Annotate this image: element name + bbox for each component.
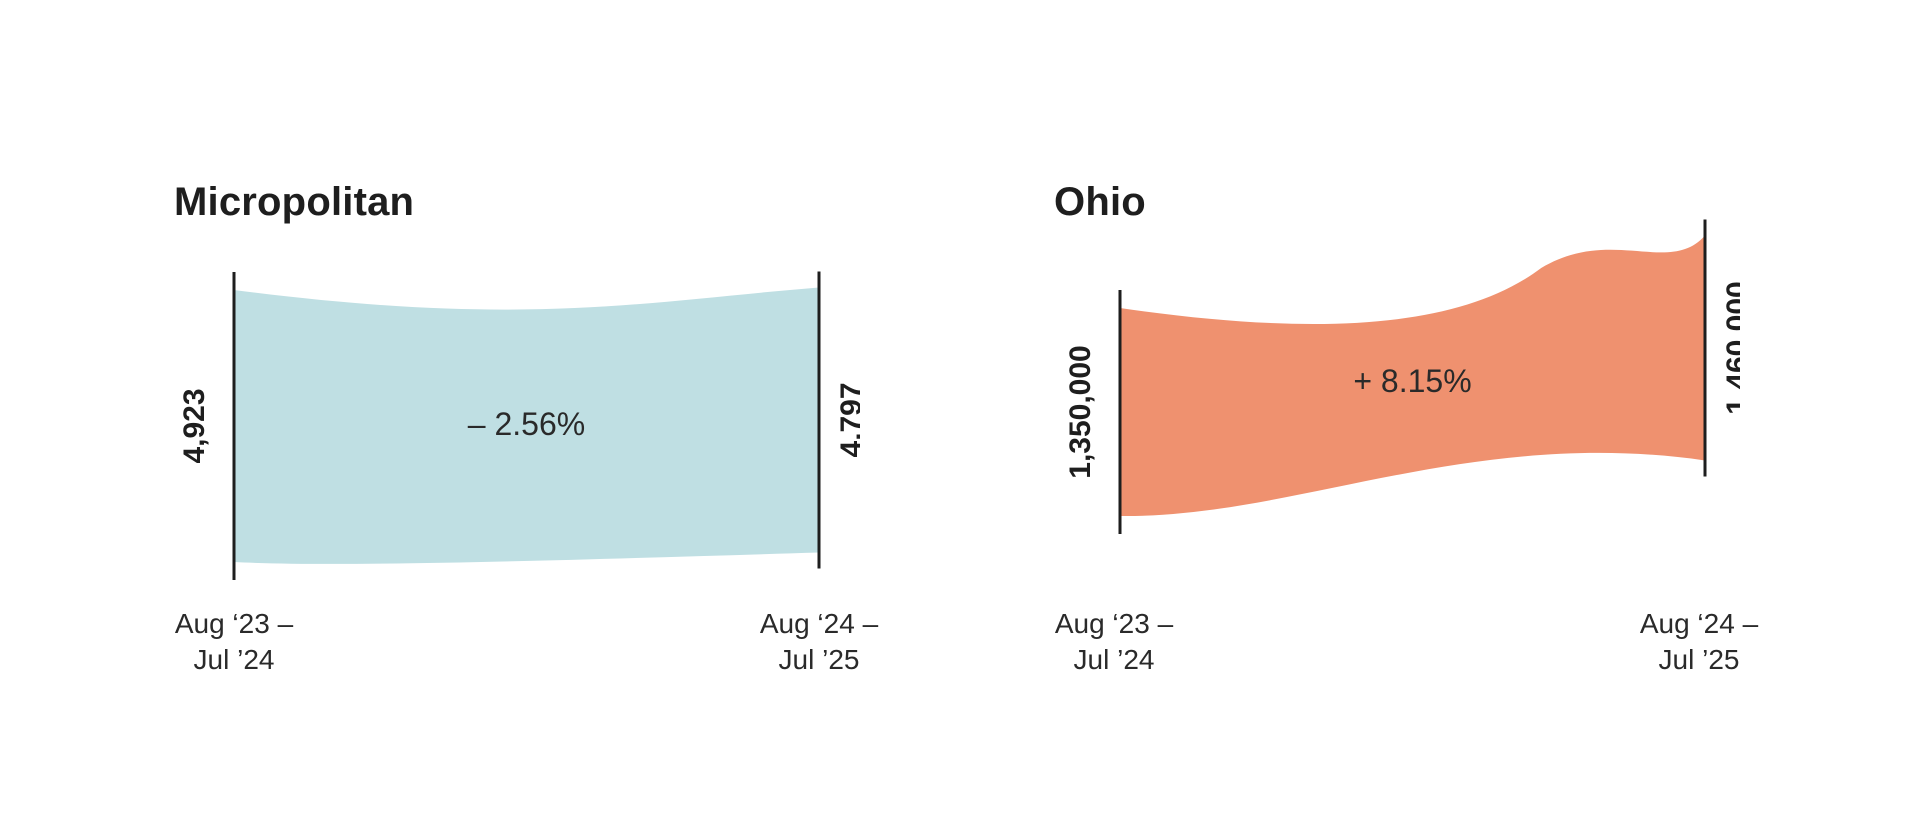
start-period-line-2: Jul ’24 xyxy=(1073,644,1155,675)
flow-band xyxy=(1120,235,1705,517)
start-period-line-2: Jul ’24 xyxy=(193,644,275,675)
end-value-label: 1,460,000 xyxy=(1721,281,1740,414)
end-period-line-1: Aug ‘24 – xyxy=(1639,608,1759,639)
start-period-label: Aug ‘23 – Jul ’24 xyxy=(1004,606,1224,678)
flow-band xyxy=(234,287,819,564)
end-period-label: Aug ‘24 – Jul ’25 xyxy=(1589,606,1809,678)
change-label: + 8.15% xyxy=(1353,363,1471,399)
ohio-panel: Ohio 1,350,000 1,460,000 + 8.15% Aug ‘23… xyxy=(880,0,1758,840)
end-value-label: 4,797 xyxy=(835,382,860,457)
start-value-label: 1,350,000 xyxy=(1064,345,1097,478)
panel-title: Micropolitan xyxy=(174,180,415,224)
start-period-line-1: Aug ‘23 – xyxy=(1054,608,1174,639)
panel-title: Ohio xyxy=(1054,180,1146,224)
start-period-line-1: Aug ‘23 – xyxy=(174,608,294,639)
change-label: – 2.56% xyxy=(468,406,585,442)
start-period-label: Aug ‘23 – Jul ’24 xyxy=(124,606,344,678)
ohio-flow-chart: 1,350,000 1,460,000 + 8.15% xyxy=(1064,219,1740,534)
end-period-label: Aug ‘24 – Jul ’25 xyxy=(709,606,929,678)
micropolitan-flow-chart: 4,923 4,797 – 2.56% xyxy=(178,271,860,580)
start-value-label: 4,923 xyxy=(178,388,211,463)
end-period-line-2: Jul ’25 xyxy=(1658,644,1740,675)
end-period-line-1: Aug ‘24 – xyxy=(759,608,879,639)
micropolitan-panel: Micropolitan 4,923 4,797 – 2.56% Aug ‘23… xyxy=(0,0,878,840)
end-period-line-2: Jul ’25 xyxy=(778,644,860,675)
